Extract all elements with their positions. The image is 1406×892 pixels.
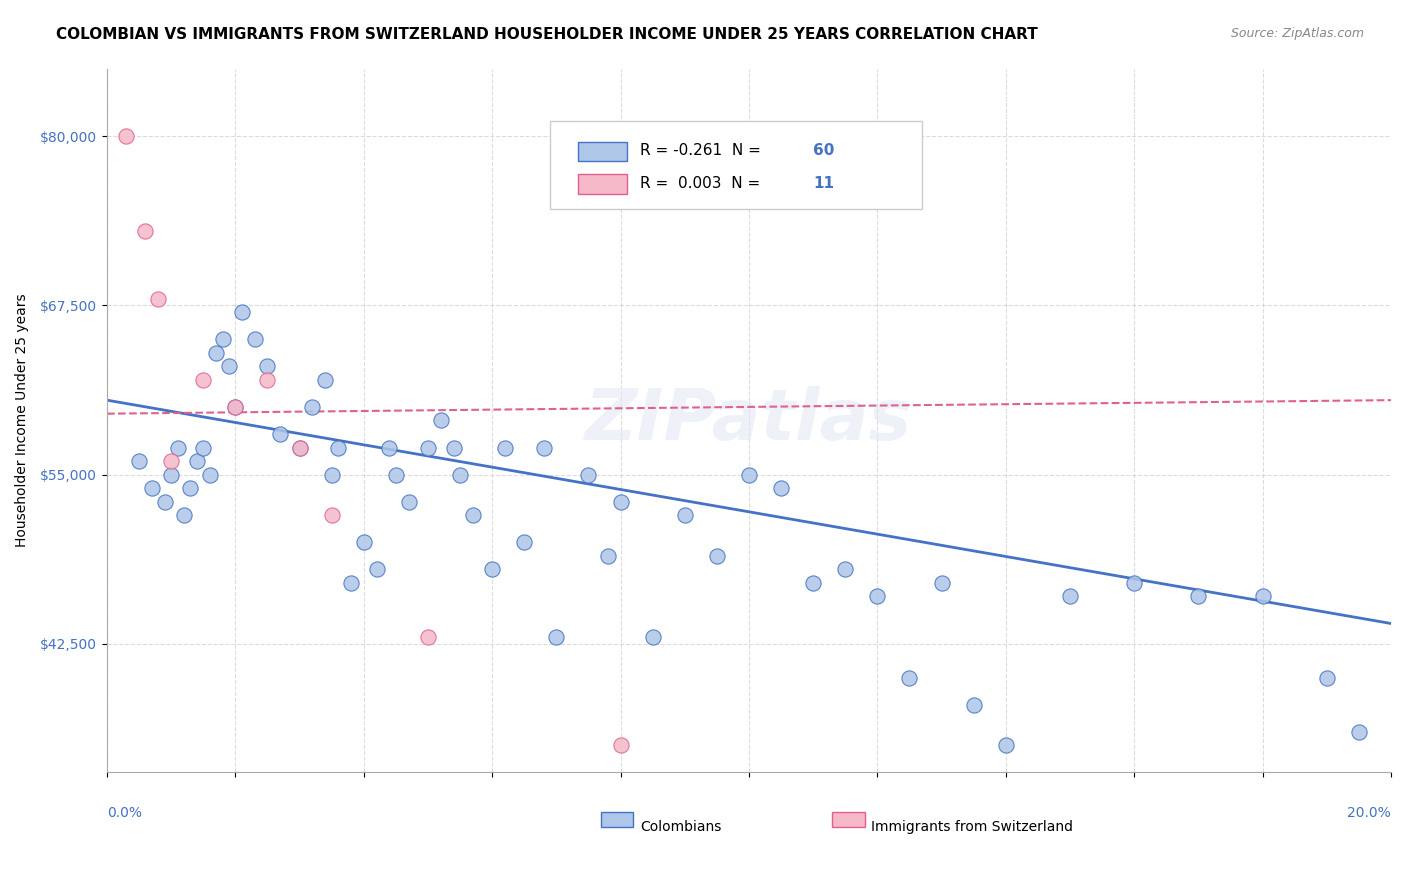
Point	[866, 590, 889, 604]
Point	[1059, 590, 1081, 604]
Point	[128, 454, 150, 468]
Point	[193, 373, 215, 387]
Point	[198, 467, 221, 482]
Point	[115, 129, 138, 144]
Point	[256, 359, 278, 374]
Text: R =  0.003  N =: R = 0.003 N =	[640, 176, 765, 191]
Point	[481, 562, 503, 576]
Point	[513, 535, 536, 549]
Point	[134, 224, 156, 238]
Point	[963, 698, 986, 712]
Point	[801, 575, 824, 590]
Point	[173, 508, 195, 523]
Point	[834, 562, 856, 576]
Point	[596, 549, 619, 563]
Point	[153, 494, 176, 508]
Point	[269, 427, 291, 442]
Text: 0.0%: 0.0%	[107, 806, 142, 821]
Point	[641, 630, 664, 644]
Point	[193, 441, 215, 455]
Point	[166, 441, 188, 455]
Point	[1251, 590, 1274, 604]
FancyBboxPatch shape	[832, 812, 865, 827]
Point	[898, 671, 921, 685]
FancyBboxPatch shape	[578, 142, 627, 161]
Point	[738, 467, 761, 482]
Point	[1123, 575, 1146, 590]
Text: 11: 11	[813, 176, 834, 191]
Point	[378, 441, 401, 455]
Text: 60: 60	[813, 144, 835, 159]
Point	[148, 292, 170, 306]
Point	[301, 400, 323, 414]
Point	[321, 467, 343, 482]
Point	[256, 373, 278, 387]
Point	[288, 441, 311, 455]
Point	[533, 441, 555, 455]
Point	[366, 562, 388, 576]
Point	[314, 373, 336, 387]
Point	[770, 481, 793, 495]
Point	[1187, 590, 1209, 604]
Point	[578, 467, 600, 482]
Text: Immigrants from Switzerland: Immigrants from Switzerland	[870, 820, 1073, 833]
Point	[160, 467, 183, 482]
Point	[243, 332, 266, 346]
Point	[179, 481, 201, 495]
Y-axis label: Householder Income Under 25 years: Householder Income Under 25 years	[15, 293, 30, 548]
Point	[353, 535, 375, 549]
Point	[141, 481, 163, 495]
Point	[994, 739, 1017, 753]
Point	[494, 441, 516, 455]
Text: COLOMBIAN VS IMMIGRANTS FROM SWITZERLAND HOUSEHOLDER INCOME UNDER 25 YEARS CORRE: COLOMBIAN VS IMMIGRANTS FROM SWITZERLAND…	[56, 27, 1038, 42]
Point	[326, 441, 349, 455]
Point	[1347, 724, 1369, 739]
FancyBboxPatch shape	[578, 174, 627, 194]
Point	[449, 467, 471, 482]
Point	[461, 508, 484, 523]
Point	[224, 400, 246, 414]
Point	[231, 305, 253, 319]
Point	[931, 575, 953, 590]
Point	[430, 413, 453, 427]
Point	[416, 441, 439, 455]
Point	[224, 400, 246, 414]
Text: Colombians: Colombians	[640, 820, 721, 833]
Point	[321, 508, 343, 523]
Point	[673, 508, 696, 523]
Point	[385, 467, 408, 482]
Point	[340, 575, 363, 590]
Text: Source: ZipAtlas.com: Source: ZipAtlas.com	[1230, 27, 1364, 40]
Point	[609, 494, 631, 508]
Point	[416, 630, 439, 644]
Point	[288, 441, 311, 455]
Point	[218, 359, 240, 374]
Point	[609, 739, 631, 753]
Point	[546, 630, 568, 644]
FancyBboxPatch shape	[550, 121, 922, 210]
Text: R = -0.261  N =: R = -0.261 N =	[640, 144, 766, 159]
Point	[211, 332, 233, 346]
Text: ZIPatlas: ZIPatlas	[585, 386, 912, 455]
Point	[160, 454, 183, 468]
Text: 20.0%: 20.0%	[1347, 806, 1391, 821]
Point	[398, 494, 420, 508]
Point	[706, 549, 728, 563]
Point	[443, 441, 465, 455]
FancyBboxPatch shape	[602, 812, 634, 827]
Point	[186, 454, 208, 468]
Point	[205, 345, 228, 359]
Point	[1316, 671, 1339, 685]
